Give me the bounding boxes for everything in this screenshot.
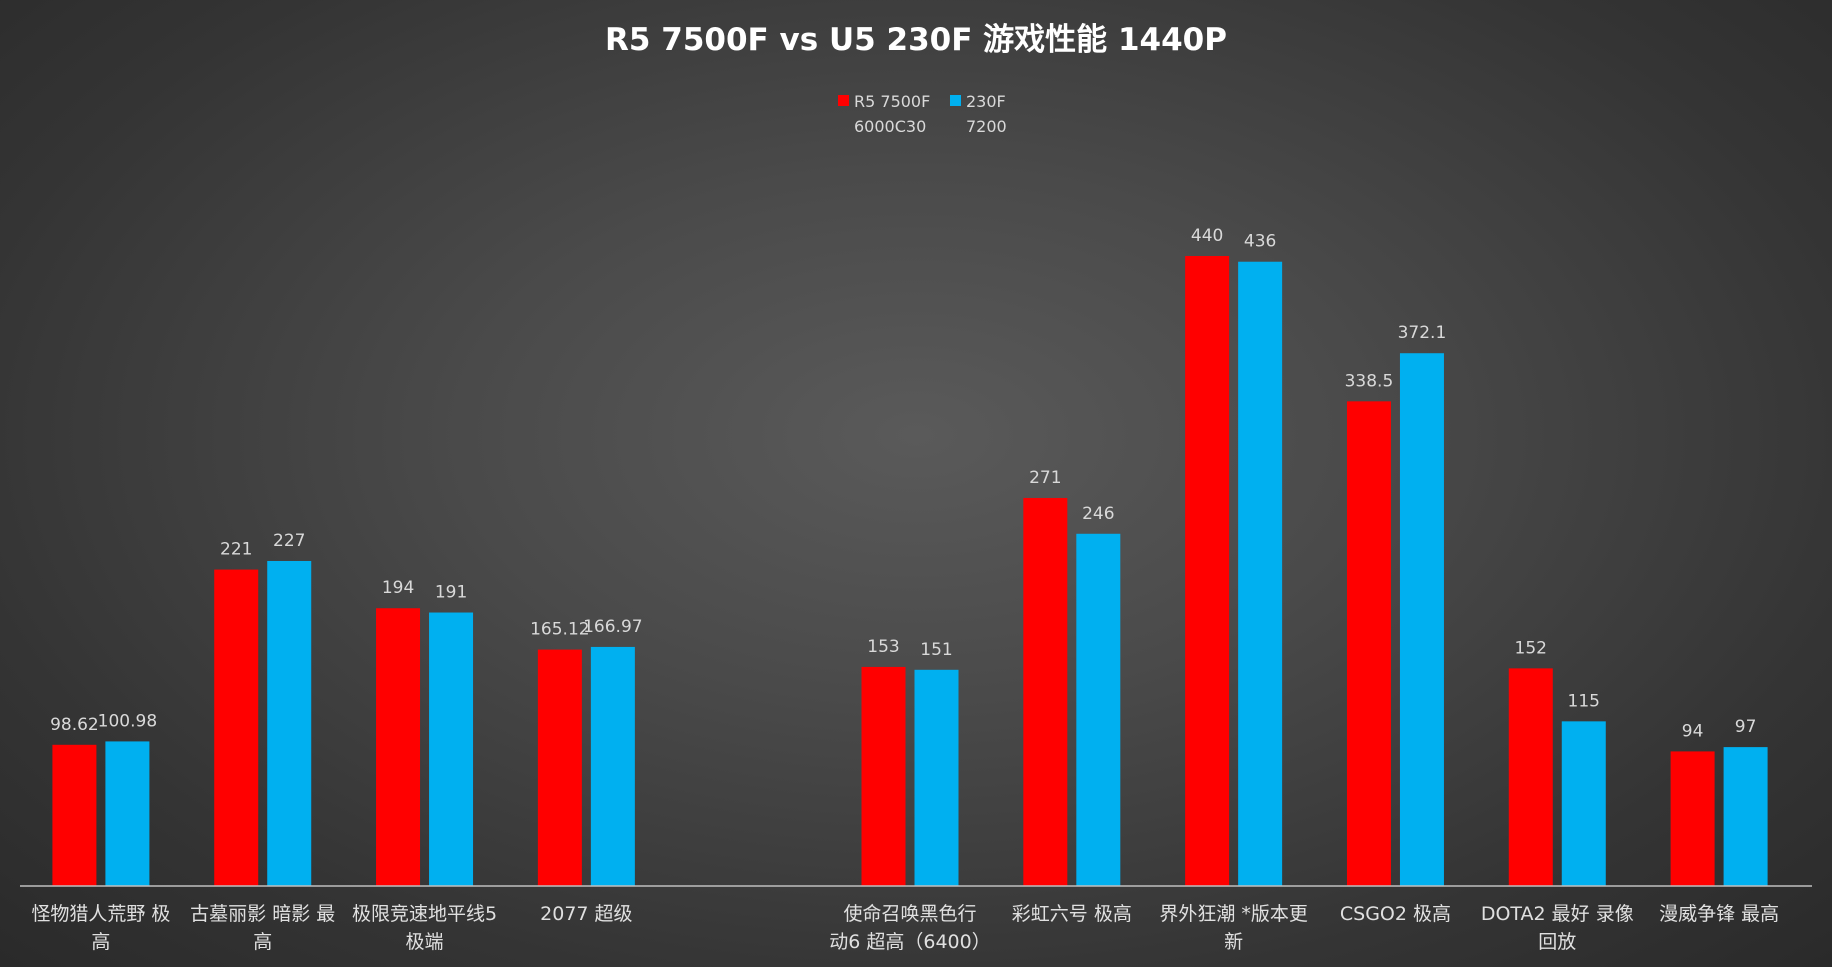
bar-series-1-3 — [537, 649, 582, 886]
category-label-0-line-0: 怪物猎人荒野 极 — [31, 903, 170, 925]
value-label-series-1-1: 221 — [220, 540, 252, 560]
bar-series-1-1 — [214, 569, 259, 886]
value-label-series-1-3: 165.12 — [530, 620, 589, 640]
value-label-series-2-7: 436 — [1244, 232, 1276, 252]
bar-series-2-9 — [1561, 721, 1606, 886]
category-label-3-line-0: 2077 超级 — [540, 903, 632, 925]
bars-group — [52, 256, 1768, 886]
category-label-10-line-0: 漫威争锋 最高 — [1659, 903, 1779, 925]
category-label-1-line-1: 高 — [253, 931, 272, 953]
bar-series-1-5 — [861, 666, 906, 886]
bar-series-2-1 — [267, 560, 312, 886]
category-label-2-line-1: 极端 — [406, 931, 444, 953]
bar-series-1-0 — [52, 744, 97, 886]
bar-series-1-2 — [376, 608, 421, 886]
value-label-series-1-5: 153 — [867, 637, 899, 657]
bar-series-2-0 — [105, 741, 150, 886]
category-label-2-line-0: 极限竞速地平线5 — [352, 903, 497, 925]
value-label-series-1-8: 338.5 — [1345, 371, 1394, 391]
bar-series-2-5 — [914, 669, 959, 886]
value-label-series-2-10: 97 — [1735, 717, 1757, 737]
value-label-series-1-6: 271 — [1029, 468, 1061, 488]
value-label-series-2-6: 246 — [1082, 504, 1114, 524]
category-label-9-line-1: 回放 — [1538, 931, 1576, 953]
category-label-1-line-0: 古墓丽影 暗影 最 — [190, 903, 335, 925]
legend-swatch-series_2 — [950, 95, 961, 106]
category-label-7-line-0: 界外狂潮 *版本更 — [1159, 903, 1308, 925]
bar-series-2-2 — [429, 612, 474, 886]
value-label-series-1-10: 94 — [1682, 721, 1704, 741]
value-label-series-1-7: 440 — [1191, 226, 1223, 246]
value-label-series-2-9: 115 — [1568, 691, 1600, 711]
bar-series-1-8 — [1346, 401, 1391, 886]
bar-series-1-6 — [1023, 497, 1068, 886]
legend-label-series_1-line-0: R5 7500F — [854, 92, 930, 111]
bar-series-2-8 — [1399, 353, 1444, 886]
value-label-series-1-0: 98.62 — [50, 715, 99, 735]
bar-series-2-3 — [590, 646, 635, 886]
category-label-8-line-0: CSGO2 极高 — [1340, 903, 1451, 925]
legend-label-series_1-line-1: 6000C30 — [854, 117, 926, 136]
category-label-9-line-0: DOTA2 最好 录像 — [1481, 903, 1634, 925]
bar-series-2-6 — [1076, 533, 1121, 886]
category-label-5-line-1: 动6 超高（6400） — [829, 931, 990, 953]
value-label-series-1-2: 194 — [382, 578, 414, 598]
category-label-0-line-1: 高 — [91, 931, 110, 953]
category-label-5-line-0: 使命召唤黑色行 — [843, 903, 976, 925]
legend-swatch-series_1 — [838, 95, 849, 106]
chart-title: R5 7500F vs U5 230F 游戏性能 1440P — [605, 22, 1227, 58]
bar-series-2-10 — [1723, 747, 1768, 886]
value-label-series-2-1: 227 — [273, 531, 305, 551]
bar-series-1-10 — [1670, 751, 1715, 886]
category-label-6-line-0: 彩虹六号 极高 — [1012, 903, 1132, 925]
category-label-7-line-1: 新 — [1224, 931, 1243, 953]
value-label-series-2-5: 151 — [920, 640, 952, 660]
legend-label-series_2-line-0: 230F — [966, 92, 1006, 111]
value-label-series-2-8: 372.1 — [1398, 323, 1447, 343]
legend: R5 7500F 6000C30 230F 7200 — [838, 92, 1007, 136]
legend-label-series_2-line-1: 7200 — [966, 117, 1007, 136]
value-label-series-1-9: 152 — [1515, 638, 1547, 658]
value-label-series-2-2: 191 — [435, 583, 467, 603]
bar-series-2-7 — [1238, 261, 1283, 886]
bar-series-1-9 — [1508, 668, 1553, 886]
bar-series-1-7 — [1185, 256, 1230, 886]
value-label-series-2-0: 100.98 — [98, 711, 157, 731]
value-label-series-2-3: 166.97 — [583, 617, 642, 637]
